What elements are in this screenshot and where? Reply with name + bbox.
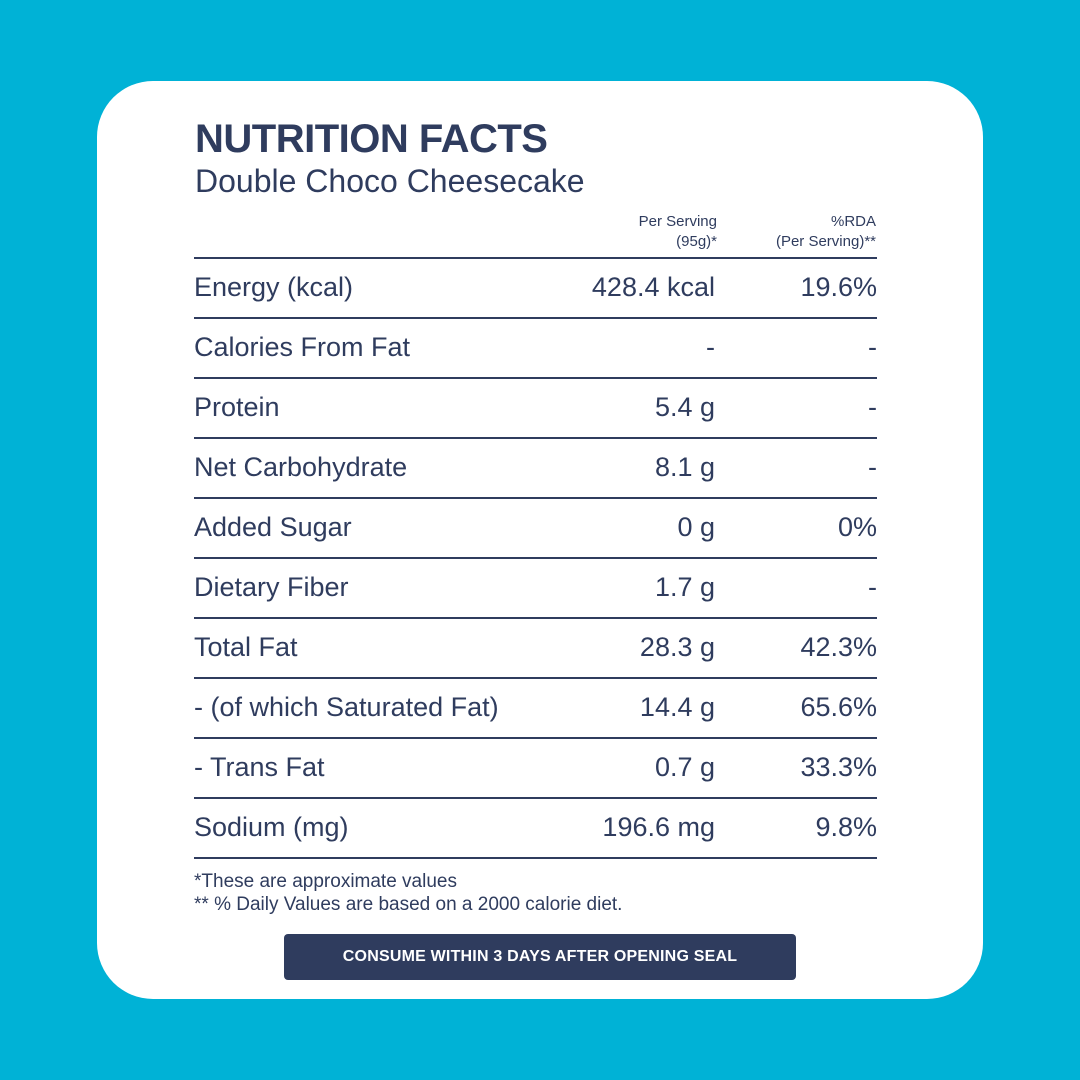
rda-sub-label: (Per Serving)** bbox=[775, 233, 876, 250]
page-title: NUTRITION FACTS bbox=[195, 117, 548, 161]
nutrient-rda: - bbox=[868, 332, 877, 362]
nutrient-amount: 0.7 g bbox=[654, 752, 715, 782]
nutrient-rda: - bbox=[868, 572, 877, 602]
nutrient-rda: 0% bbox=[837, 512, 877, 542]
nutrient-label: Energy (kcal) bbox=[194, 272, 354, 302]
nutrient-label: Protein bbox=[194, 392, 280, 422]
nutrient-rda: - bbox=[868, 392, 877, 422]
column-header-rda: %RDA (Per Serving)** bbox=[676, 212, 876, 252]
table-row: Net Carbohydrate 8.1 g - bbox=[194, 439, 877, 499]
nutrient-label: Dietary Fiber bbox=[194, 572, 349, 602]
nutrient-rda: 19.6% bbox=[800, 272, 877, 302]
nutrient-label: Net Carbohydrate bbox=[194, 452, 408, 482]
nutrient-amount: 0 g bbox=[677, 512, 715, 542]
table-row: Total Fat 28.3 g 42.3% bbox=[194, 619, 877, 679]
nutrient-amount: 428.4 kcal bbox=[591, 272, 715, 302]
column-header-per-serving: Per Serving (95g)* bbox=[517, 212, 717, 252]
footnote-approximate: *These are approximate values bbox=[194, 871, 457, 892]
nutrient-amount: 8.1 g bbox=[654, 452, 715, 482]
nutrient-label: Added Sugar bbox=[194, 512, 352, 542]
nutrient-amount: 1.7 g bbox=[654, 572, 715, 602]
table-row: - (of which Saturated Fat) 14.4 g 65.6% bbox=[194, 679, 877, 739]
nutrient-amount: 28.3 g bbox=[639, 632, 715, 662]
nutrition-table: Energy (kcal) 428.4 kcal 19.6% Calories … bbox=[194, 257, 877, 859]
table-row: Added Sugar 0 g 0% bbox=[194, 499, 877, 559]
storage-banner: CONSUME WITHIN 3 DAYS AFTER OPENING SEAL bbox=[284, 934, 796, 980]
table-row: Calories From Fat - - bbox=[194, 319, 877, 379]
footnote-daily-values: ** % Daily Values are based on a 2000 ca… bbox=[194, 894, 623, 915]
nutrient-amount: 5.4 g bbox=[654, 392, 715, 422]
table-row: Energy (kcal) 428.4 kcal 19.6% bbox=[194, 259, 877, 319]
nutrient-rda: 9.8% bbox=[815, 812, 877, 842]
serving-size-label: (95g)* bbox=[676, 233, 717, 250]
nutrient-rda: - bbox=[868, 452, 877, 482]
table-row: Sodium (mg) 196.6 mg 9.8% bbox=[194, 799, 877, 859]
nutrient-label: - Trans Fat bbox=[194, 752, 325, 782]
product-name: Double Choco Cheesecake bbox=[195, 163, 585, 199]
rda-label: %RDA bbox=[830, 213, 876, 230]
nutrient-amount: 196.6 mg bbox=[602, 812, 715, 842]
nutrient-rda: 42.3% bbox=[800, 632, 877, 662]
table-row: Protein 5.4 g - bbox=[194, 379, 877, 439]
nutrient-label: Calories From Fat bbox=[194, 332, 411, 362]
nutrient-rda: 33.3% bbox=[800, 752, 877, 782]
nutrient-amount: - bbox=[706, 332, 715, 362]
nutrient-label: - (of which Saturated Fat) bbox=[194, 692, 499, 722]
nutrient-amount: 14.4 g bbox=[639, 692, 715, 722]
table-row: - Trans Fat 0.7 g 33.3% bbox=[194, 739, 877, 799]
per-serving-label: Per Serving bbox=[638, 213, 717, 230]
footnotes: *These are approximate values ** % Daily… bbox=[194, 870, 622, 916]
nutrient-label: Sodium (mg) bbox=[194, 812, 349, 842]
nutrition-card: NUTRITION FACTS Double Choco Cheesecake … bbox=[97, 81, 983, 999]
table-row: Dietary Fiber 1.7 g - bbox=[194, 559, 877, 619]
nutrient-rda: 65.6% bbox=[800, 692, 877, 722]
nutrient-label: Total Fat bbox=[194, 632, 298, 662]
